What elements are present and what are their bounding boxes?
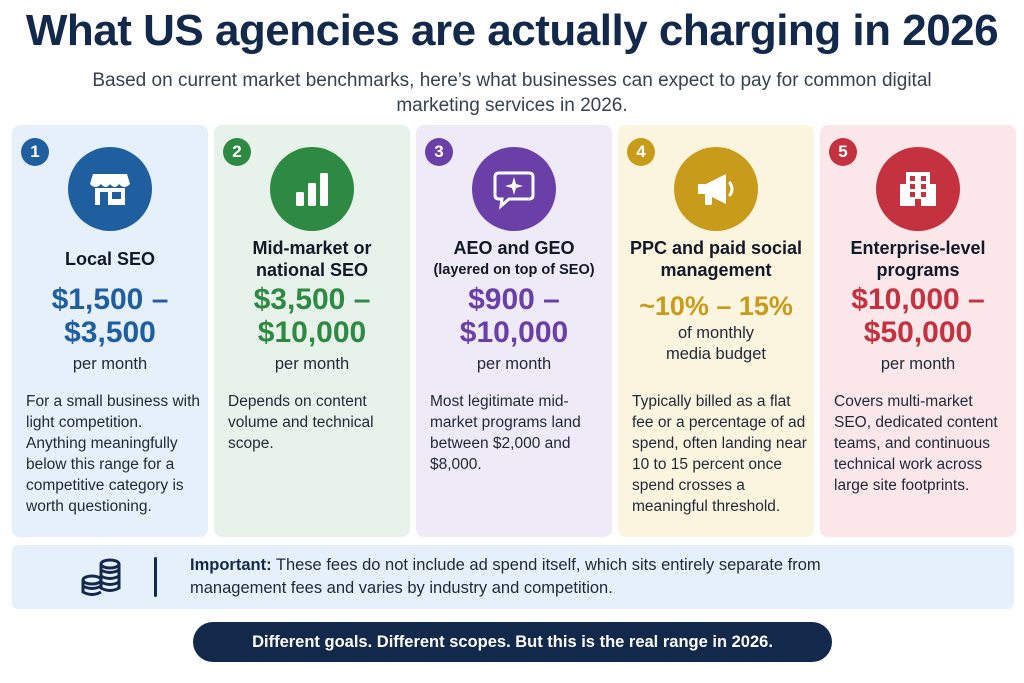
card-title: AEO and GEO (layered on top of SEO) <box>416 231 612 287</box>
card-number-badge: 4 <box>627 138 655 166</box>
card-price-unit: per month <box>214 354 410 375</box>
card-title-text: PPC and paid social management <box>629 238 803 280</box>
card-price: $900 – $10,000 <box>416 283 612 349</box>
card-title-text: AEO and GEO <box>453 238 575 258</box>
price-line-1: ~10% – 15% <box>639 291 793 321</box>
card-title-text: Mid-market or national SEO <box>252 238 372 280</box>
card-number-badge: 3 <box>425 138 453 166</box>
chat-sparkle-icon <box>472 147 556 231</box>
card-description: Covers multi-market SEO, dedicated conte… <box>834 393 998 494</box>
megaphone-icon <box>674 147 758 231</box>
card-description: Depends on content volume and technical … <box>228 393 374 452</box>
card-title: Enterprise-level programs <box>820 231 1016 287</box>
storefront-icon <box>68 147 152 231</box>
card-aeo-geo: 3 AEO and GEO (layered on top of SEO) $9… <box>416 125 612 537</box>
price-line-2: $50,000 <box>863 316 973 349</box>
price-line-1: $10,000 – <box>851 283 985 316</box>
unit-line-1: per month <box>274 355 350 373</box>
card-description: For a small business with light competit… <box>26 393 201 515</box>
price-line-1: $1,500 – <box>51 283 169 316</box>
note-text: Important: These fees do not include ad … <box>190 554 890 600</box>
card-title: Mid-market or national SEO <box>214 231 410 287</box>
card-price-unit: per month <box>12 354 208 375</box>
card-title: PPC and paid social management <box>618 231 814 287</box>
card-national-seo: 2 Mid-market or national SEO $3,500 – $1… <box>214 125 410 537</box>
card-price-unit: per month <box>820 354 1016 375</box>
page-subtitle: Based on current market benchmarks, here… <box>92 70 932 116</box>
card-local-seo: 1 Local SEO $1,500 – $3,500 per month Fo… <box>12 125 208 537</box>
page-title: What US agencies are actually charging i… <box>25 6 999 55</box>
card-title: Local SEO <box>12 231 208 287</box>
card-title-text: Enterprise-level programs <box>850 238 986 280</box>
card-description: Most legitimate mid-market programs land… <box>430 393 581 473</box>
card-description: Typically billed as a flat fee or a perc… <box>632 393 807 515</box>
summary-banner: Different goals. Different scopes. But t… <box>193 622 832 662</box>
unit-line-1: of monthly <box>677 324 755 342</box>
price-line-1: $900 – <box>468 283 560 316</box>
card-number-badge: 1 <box>21 138 49 166</box>
price-line-2: $3,500 <box>64 316 156 349</box>
card-title-subtext: (layered on top of SEO) <box>433 262 595 278</box>
card-price: $1,500 – $3,500 <box>12 283 208 349</box>
bar-chart-icon <box>270 147 354 231</box>
card-price: $10,000 – $50,000 <box>820 283 1016 349</box>
card-title-text: Local SEO <box>64 249 156 269</box>
price-line-2: $10,000 <box>459 316 569 349</box>
note-label: Important: <box>190 556 272 574</box>
note-body: These fees do not include ad spend itsel… <box>190 556 821 597</box>
unit-line-1: per month <box>476 355 552 373</box>
price-line-1: $3,500 – <box>253 283 371 316</box>
unit-line-1: per month <box>72 355 148 373</box>
price-line-2: $10,000 <box>257 316 367 349</box>
building-icon <box>876 147 960 231</box>
unit-line-1: per month <box>880 355 956 373</box>
note-divider <box>154 557 157 597</box>
card-price-unit: of monthly media budget <box>618 323 814 365</box>
card-enterprise: 5 Enterprise-level programs $10,000 – $5… <box>820 125 1016 537</box>
card-price: ~10% – 15% <box>618 290 814 323</box>
pricing-cards: 1 Local SEO $1,500 – $3,500 per month Fo… <box>12 125 1016 537</box>
card-number-badge: 5 <box>829 138 857 166</box>
unit-line-2: media budget <box>666 345 766 363</box>
card-number-badge: 2 <box>223 138 251 166</box>
card-price: $3,500 – $10,000 <box>214 283 410 349</box>
card-ppc-paid-social: 4 PPC and paid social management ~10% – … <box>618 125 814 537</box>
important-note: Important: These fees do not include ad … <box>12 545 1014 609</box>
coins-icon <box>80 556 124 600</box>
card-price-unit: per month <box>416 354 612 375</box>
